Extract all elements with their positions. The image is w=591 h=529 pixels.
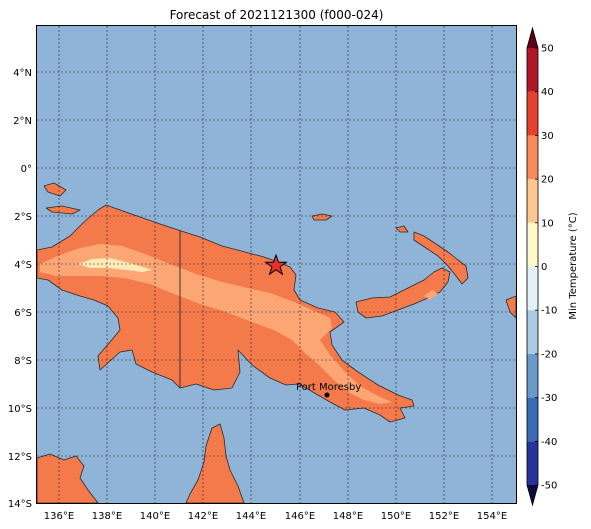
new-ireland-island — [413, 231, 469, 285]
small-island — [45, 205, 81, 215]
map-title: Forecast of 2021121300 (f000-024) — [169, 8, 384, 22]
small-island — [43, 182, 67, 197]
manus-island — [311, 213, 333, 221]
colorbar-extend-max — [527, 28, 538, 48]
lon-label: 142°E — [188, 511, 218, 522]
star-marker — [264, 253, 288, 276]
lon-label: 150°E — [381, 511, 411, 522]
new-britain-island — [355, 267, 451, 319]
colorbar-tick-label: -50 — [541, 481, 557, 492]
colorbar-extend-min — [527, 485, 538, 505]
colorbar — [526, 26, 539, 507]
lat-label: 2°S — [14, 212, 32, 223]
map-border — [36, 25, 517, 504]
lon-label: 144°E — [236, 511, 266, 522]
colorbar-segment — [527, 135, 538, 180]
lon-label: 154°E — [477, 511, 507, 522]
arnhem-land — [37, 453, 99, 503]
lat-label: 2°N — [13, 116, 32, 127]
colorbar-tick-label: -40 — [541, 437, 557, 448]
cape-york — [185, 423, 245, 503]
lat-label: 4°N — [13, 68, 32, 79]
colorbar-label: Min Temperature (°C) — [568, 212, 579, 319]
port-moresby-dot — [324, 392, 330, 398]
colorbar-segment — [527, 48, 538, 92]
lon-label: 152°E — [429, 511, 459, 522]
colorbar-tick-label: 30 — [541, 131, 554, 142]
colorbar-tick-label: 0 — [541, 262, 547, 273]
city-label: Port Moresby — [296, 382, 361, 393]
colorbar-segment — [527, 441, 538, 485]
interior-band — [40, 244, 392, 404]
lon-label: 140°E — [140, 511, 170, 522]
lat-label: 12°S — [8, 452, 32, 463]
colorbar-segment — [527, 179, 538, 223]
colorbar-segment — [527, 222, 538, 267]
colorbar-tick-label: -20 — [541, 349, 557, 360]
colorbar-tick-label: -10 — [541, 306, 557, 317]
colorbar-segment — [527, 353, 538, 398]
colorbar-segment — [527, 397, 538, 442]
colorbar-tick-label: 20 — [541, 175, 554, 186]
lon-label: 138°E — [92, 511, 122, 522]
lon-label: 146°E — [285, 511, 315, 522]
lat-label: 10°S — [8, 404, 32, 415]
colorbar-tick-label: -30 — [541, 393, 557, 404]
small-island — [395, 225, 409, 233]
colorbar-tick-label: 50 — [541, 44, 554, 55]
colorbar-tick-label: 40 — [541, 87, 554, 98]
lon-label: 148°E — [333, 511, 363, 522]
lon-label: 136°E — [44, 511, 74, 522]
lat-label: 8°S — [14, 356, 32, 367]
new-britain-tip — [424, 290, 438, 300]
highland-band — [78, 258, 152, 272]
bougainville-island — [505, 295, 516, 319]
colorbar-segment — [527, 91, 538, 136]
colorbar-segment — [527, 266, 538, 311]
colorbar-tick-label: 10 — [541, 218, 554, 229]
gridlines — [37, 26, 516, 503]
colorbar-segment — [527, 310, 538, 354]
lat-label: 14°S — [8, 499, 32, 510]
lat-label: 6°S — [14, 308, 32, 319]
lat-label: 0° — [21, 164, 32, 175]
lat-label: 4°S — [14, 260, 32, 271]
